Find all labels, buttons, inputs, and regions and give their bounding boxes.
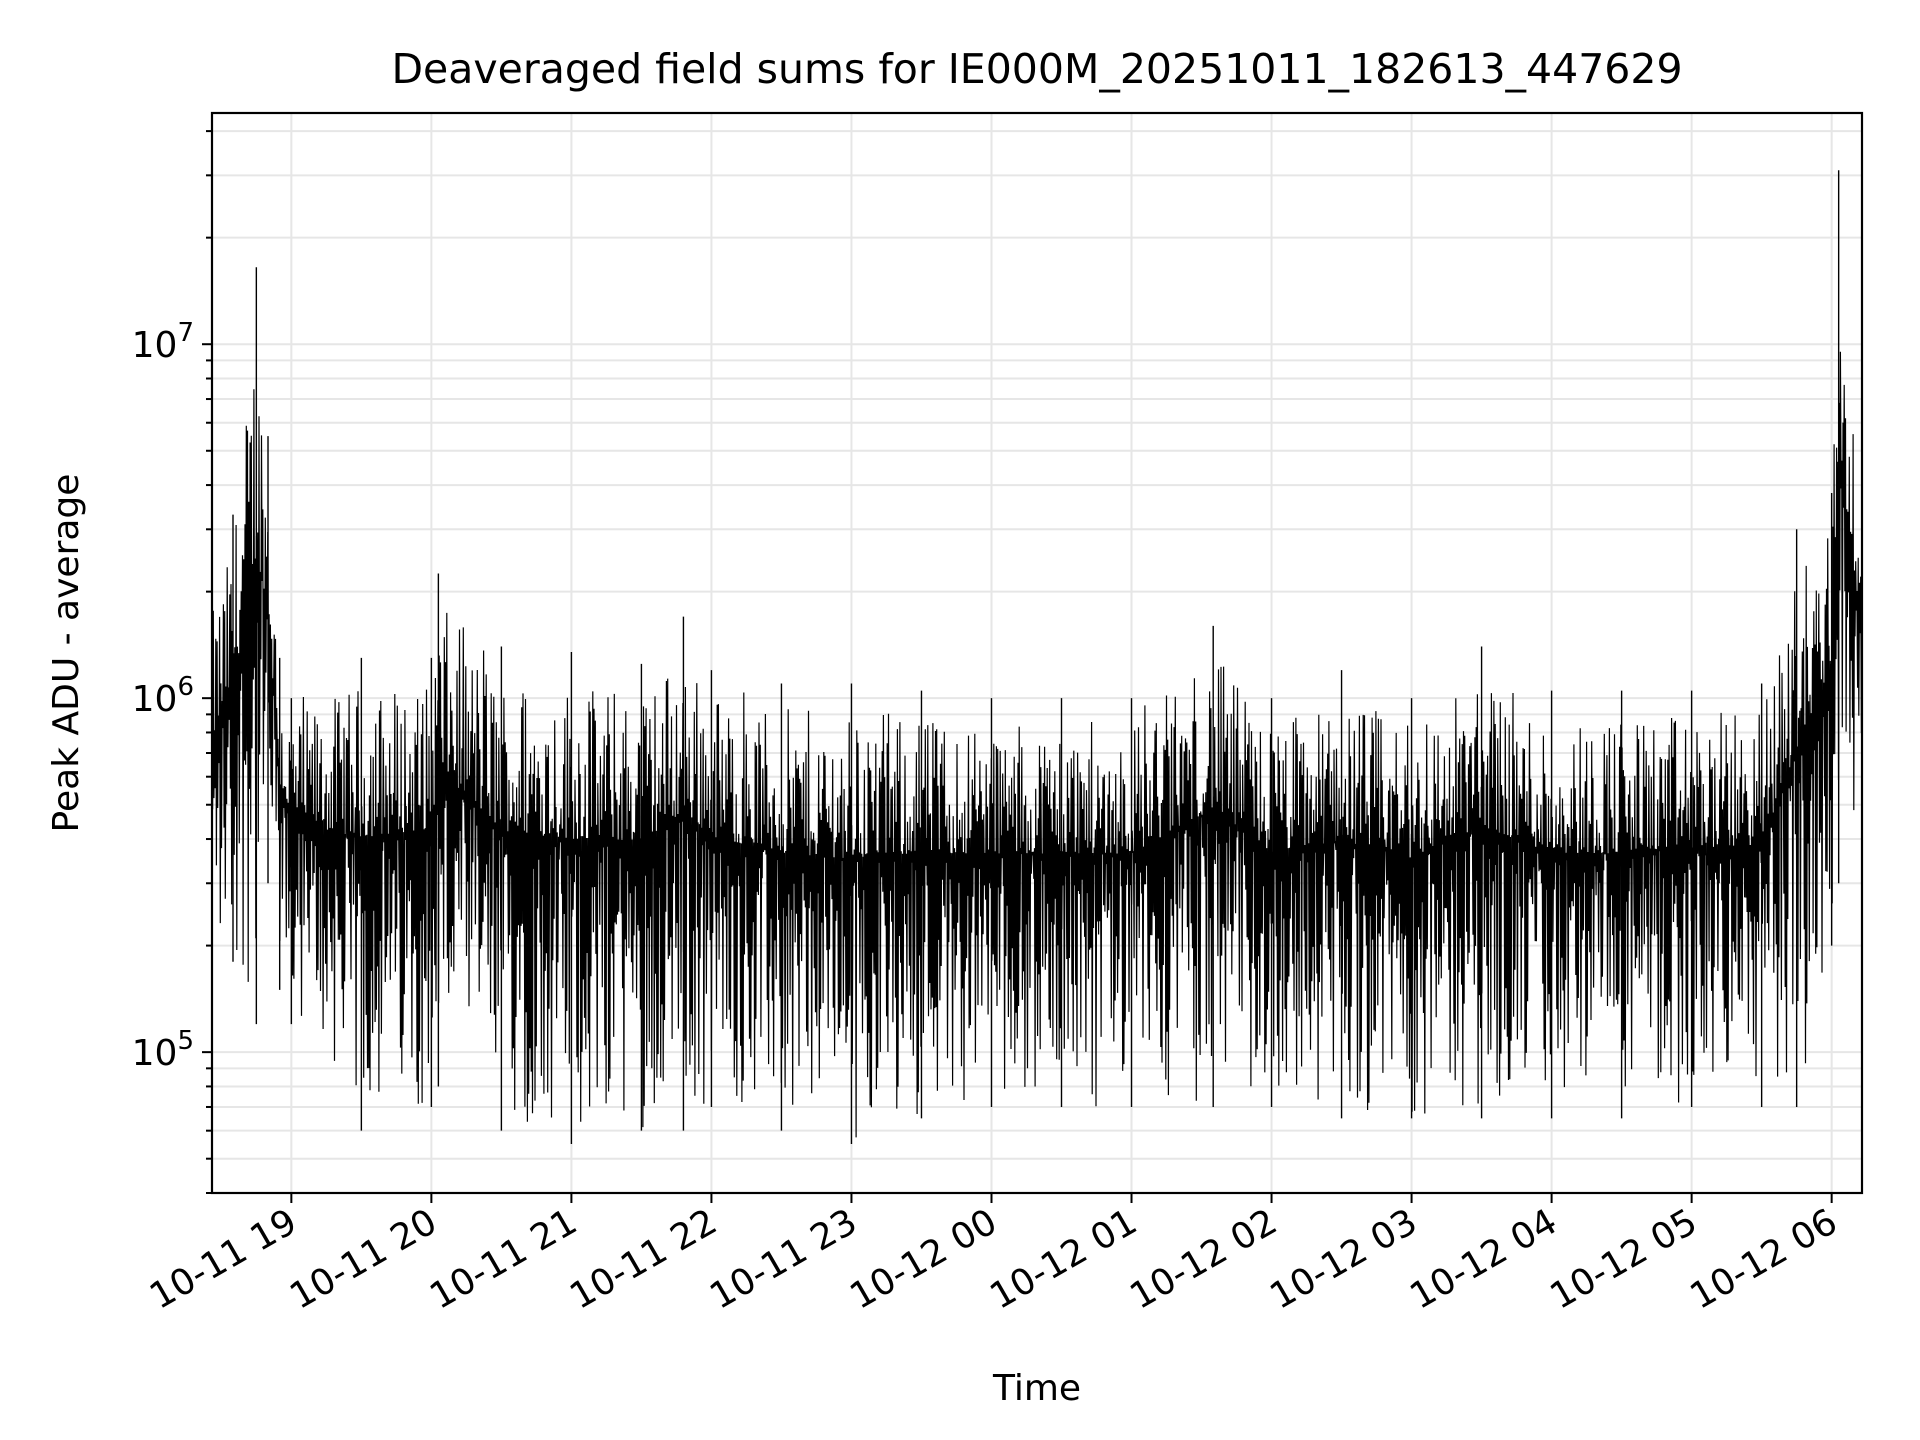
y-tick-label: 105	[132, 1026, 194, 1074]
plot-frame	[210, 111, 1864, 1195]
chart-title: Deaveraged field sums for IE000M_2025101…	[391, 45, 1682, 93]
y-tick-label: 106	[132, 672, 194, 720]
data-series	[212, 170, 1862, 1145]
x-axis-label: Time	[992, 1368, 1081, 1409]
y-tick-label: 107	[132, 318, 194, 366]
y-axis-label: Peak ADU - average	[46, 474, 87, 833]
series-line	[212, 351, 1862, 1138]
